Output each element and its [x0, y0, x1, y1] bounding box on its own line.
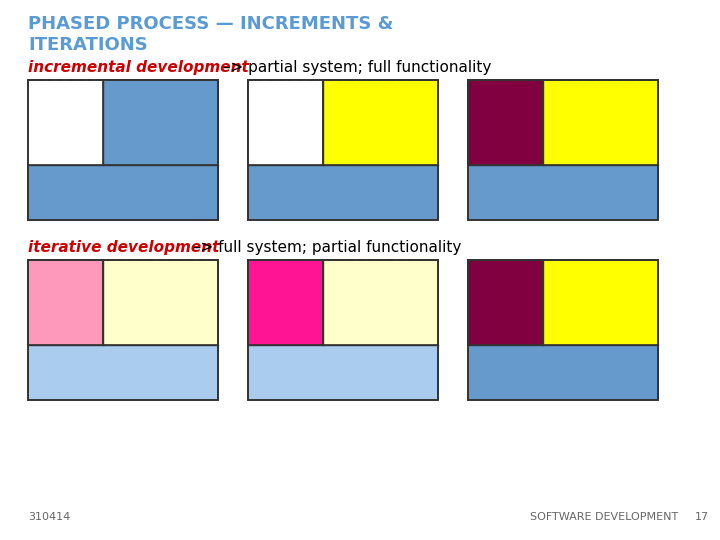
Text: 310414: 310414: [28, 512, 71, 522]
Bar: [28, 260, 218, 400]
Bar: [323, 80, 438, 165]
Bar: [103, 80, 218, 165]
Text: 17: 17: [695, 512, 709, 522]
Bar: [28, 165, 218, 220]
Bar: [468, 260, 658, 400]
Text: iterative development: iterative development: [28, 240, 220, 255]
Bar: [543, 80, 658, 165]
Bar: [468, 260, 543, 345]
Bar: [103, 260, 218, 345]
Text: incremental development: incremental development: [28, 60, 248, 75]
Bar: [468, 80, 658, 220]
Bar: [468, 80, 543, 165]
Text: –> partial system; full functionality: –> partial system; full functionality: [218, 60, 491, 75]
Bar: [28, 260, 103, 345]
Bar: [28, 80, 218, 220]
Bar: [468, 80, 658, 220]
Bar: [28, 260, 218, 400]
Text: ITERATIONS: ITERATIONS: [28, 36, 148, 54]
Bar: [468, 260, 658, 400]
Bar: [323, 260, 438, 345]
Text: SOFTWARE DEVELOPMENT: SOFTWARE DEVELOPMENT: [530, 512, 678, 522]
Bar: [248, 80, 438, 220]
Text: PHASED PROCESS — INCREMENTS &: PHASED PROCESS — INCREMENTS &: [28, 15, 393, 33]
Text: –> full system; partial functionality: –> full system; partial functionality: [188, 240, 462, 255]
Bar: [28, 80, 218, 220]
Bar: [248, 260, 438, 400]
Bar: [543, 260, 658, 345]
Bar: [248, 260, 438, 400]
Bar: [248, 260, 323, 345]
Bar: [248, 80, 323, 165]
Bar: [248, 80, 438, 220]
